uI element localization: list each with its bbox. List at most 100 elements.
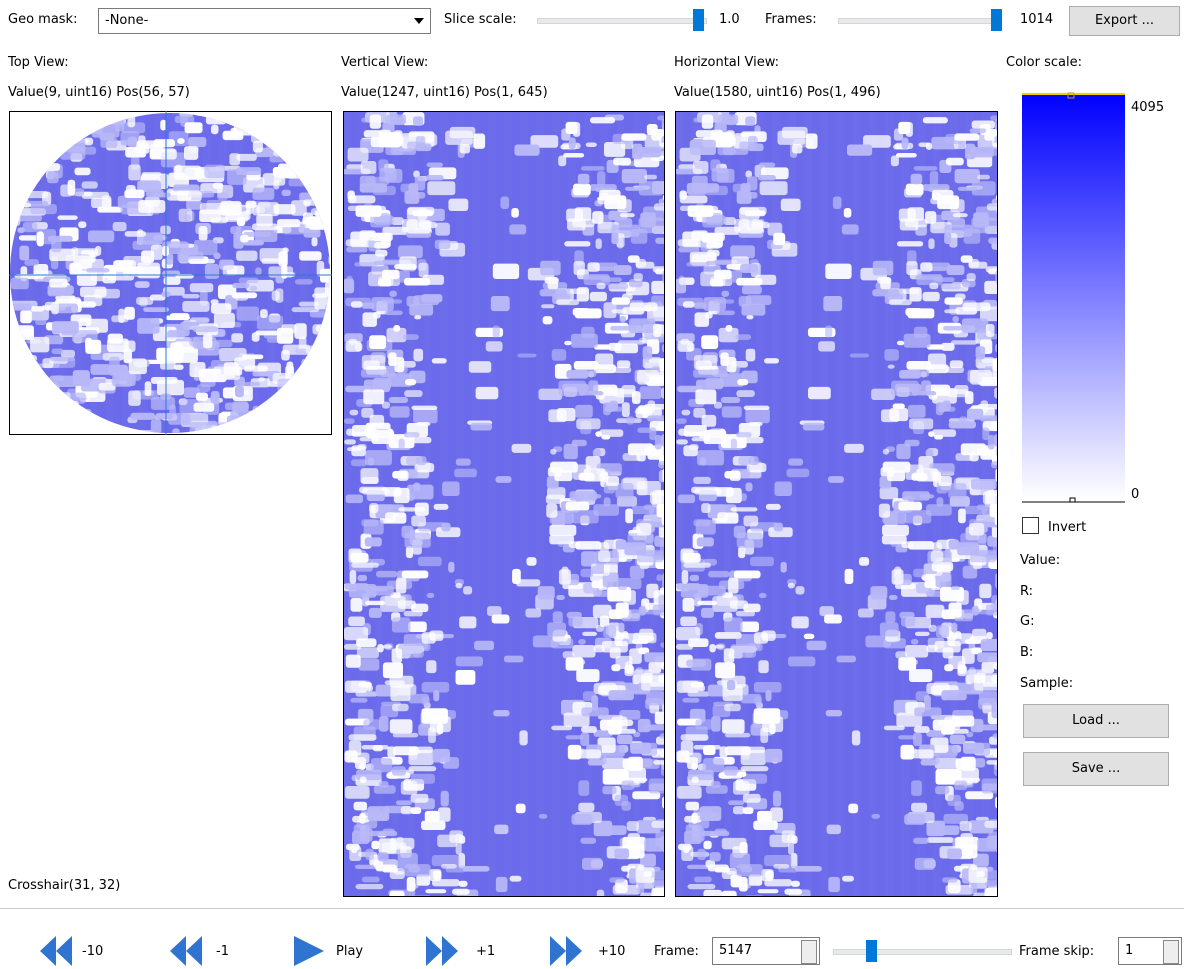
bright-patch	[346, 276, 352, 289]
bright-patch	[911, 780, 922, 796]
export-button[interactable]: Export ...	[1069, 6, 1180, 36]
bright-patch	[37, 406, 50, 415]
fwd1-label: +1	[476, 944, 495, 960]
bright-patch	[382, 867, 398, 872]
back1-icon[interactable]	[168, 936, 204, 966]
geo-mask-combo[interactable]: -None-	[98, 8, 431, 34]
bright-patch	[882, 525, 909, 536]
bright-patch	[197, 384, 210, 392]
bright-patch	[125, 231, 147, 237]
bright-patch	[976, 725, 998, 731]
bright-patch	[250, 119, 262, 133]
bright-patch	[317, 350, 332, 363]
bright-patch	[124, 307, 135, 320]
bright-patch	[220, 201, 241, 215]
min-handle[interactable]	[1070, 498, 1075, 502]
bright-patch	[419, 263, 429, 278]
bright-patch	[687, 183, 707, 195]
bright-patch	[422, 696, 430, 705]
bright-patch	[684, 831, 702, 844]
bright-patch	[676, 418, 687, 423]
bright-patch	[365, 601, 385, 605]
bright-patch	[315, 390, 327, 400]
bright-patch	[307, 421, 331, 430]
bright-patch	[59, 425, 80, 435]
spin-buttons[interactable]	[1163, 940, 1179, 964]
bright-patch	[914, 166, 938, 171]
bright-patch	[974, 758, 985, 767]
bright-patch	[899, 370, 921, 379]
bright-patch	[676, 439, 688, 444]
bright-patch	[194, 240, 218, 255]
bright-patch	[572, 645, 595, 658]
bright-patch	[432, 358, 447, 363]
bright-patch	[13, 215, 20, 226]
vertical-view[interactable]	[343, 111, 665, 897]
bright-patch	[639, 181, 663, 195]
bright-patch	[422, 632, 436, 643]
frame-spinbox[interactable]: 5147	[712, 937, 820, 965]
bright-patch	[143, 307, 169, 312]
frame-track[interactable]	[833, 949, 1012, 955]
bright-patch	[795, 866, 822, 872]
bright-patch	[425, 889, 446, 893]
bright-patch	[969, 452, 978, 461]
top-view[interactable]	[9, 111, 332, 435]
bright-patch	[737, 191, 752, 204]
frame-skip-spinbox[interactable]: 1	[1118, 937, 1182, 965]
frame-thumb[interactable]	[866, 940, 877, 962]
bright-patch	[902, 138, 909, 150]
bright-patch	[958, 508, 966, 523]
bright-patch	[904, 814, 925, 825]
bright-patch	[754, 632, 768, 643]
bright-patch	[658, 461, 665, 468]
bright-patch	[927, 837, 954, 843]
bright-patch	[949, 421, 976, 428]
bright-patch	[686, 262, 709, 266]
slice-scale-track[interactable]	[537, 18, 707, 24]
invert-checkbox[interactable]	[1022, 517, 1039, 534]
bright-patch	[828, 877, 840, 892]
bright-patch	[920, 262, 932, 271]
invert-label: Invert	[1048, 520, 1086, 536]
bright-patch	[697, 537, 714, 546]
bright-patch	[613, 158, 631, 166]
bright-patch	[782, 127, 808, 138]
spin-buttons[interactable]	[801, 940, 817, 964]
bright-patch	[299, 416, 317, 424]
bright-patch	[641, 675, 665, 690]
bright-patch	[255, 267, 261, 275]
bright-patch	[351, 459, 367, 466]
color-scale	[1020, 92, 1130, 507]
frames-thumb[interactable]	[991, 9, 1002, 31]
bright-patch	[113, 222, 127, 231]
bright-patch	[926, 449, 934, 457]
bright-patch	[404, 432, 420, 437]
back10-icon[interactable]	[38, 936, 74, 966]
bright-patch	[404, 278, 430, 286]
bright-patch	[455, 834, 462, 843]
bright-patch	[880, 622, 899, 636]
fwd1-icon[interactable]	[424, 936, 460, 966]
bright-patch	[701, 608, 714, 618]
bright-patch	[358, 659, 379, 671]
save-button[interactable]: Save ...	[1023, 752, 1169, 786]
slice-scale-thumb[interactable]	[693, 9, 704, 31]
bright-patch	[715, 644, 724, 648]
bright-patch	[987, 870, 998, 880]
bright-patch	[580, 733, 589, 746]
bright-patch	[85, 338, 92, 350]
bright-patch	[351, 301, 363, 307]
frames-track[interactable]	[838, 18, 1000, 24]
bright-patch	[57, 215, 77, 220]
fwd10-icon[interactable]	[548, 936, 584, 966]
bright-patch	[68, 180, 76, 196]
play-icon[interactable]	[292, 936, 326, 966]
bright-patch	[932, 562, 953, 571]
horizontal-view[interactable]	[675, 111, 998, 897]
bright-patch	[426, 175, 444, 180]
bright-patch	[754, 696, 762, 705]
geo-mask-label: Geo mask:	[8, 12, 77, 28]
load-button[interactable]: Load ...	[1023, 704, 1169, 738]
bright-patch	[394, 357, 404, 372]
